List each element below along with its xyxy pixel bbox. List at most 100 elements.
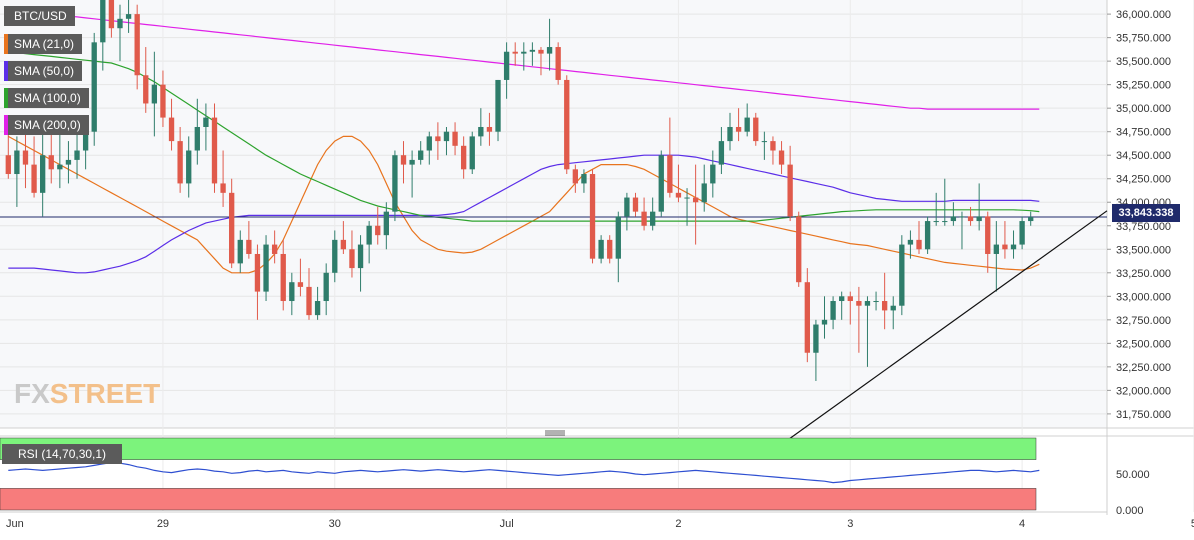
candle-body — [177, 141, 183, 184]
candle-body — [400, 155, 407, 165]
candle-body — [495, 79, 501, 132]
legend-sma50[interactable]: SMA (50,0) — [4, 61, 83, 81]
candle-body — [1019, 221, 1025, 245]
candle-body — [804, 282, 810, 353]
rsi-oversold-zone — [0, 488, 1037, 511]
rsi-overbought-zone — [0, 437, 1037, 460]
candle-body — [813, 324, 819, 353]
legend-sma21[interactable]: SMA (21,0) — [4, 34, 83, 54]
candle-body — [744, 117, 750, 132]
candle-body — [881, 301, 888, 311]
candle-body — [117, 18, 123, 29]
legend-sma200-label: SMA (200,0) — [8, 115, 89, 135]
candle-body — [246, 239, 252, 254]
candle-body — [469, 136, 475, 170]
candle-body — [237, 239, 243, 264]
candle-body — [48, 155, 54, 170]
candle-body — [91, 42, 97, 132]
candle-body — [280, 253, 286, 302]
candle-body — [864, 301, 871, 306]
rsi-line — [8, 461, 1040, 484]
candle-body — [125, 14, 132, 19]
time-tick-label: 29 — [157, 518, 169, 530]
candle-body — [460, 145, 467, 170]
candle-body — [787, 164, 793, 217]
candle-body — [933, 221, 939, 223]
candle-body — [143, 75, 149, 104]
candle-body — [229, 192, 235, 264]
candle-body — [607, 239, 613, 259]
price-tick-label: 34,500.000 — [1116, 150, 1171, 162]
candle-body — [168, 117, 175, 142]
price-tick-label: 35,250.000 — [1116, 80, 1171, 92]
price-tick-label: 31,750.000 — [1116, 409, 1171, 421]
candle-body — [443, 131, 450, 142]
candle-body — [203, 117, 209, 127]
price-tick-label: 32,250.000 — [1116, 362, 1171, 374]
candle-body — [658, 155, 664, 212]
candle-body — [615, 216, 621, 259]
candle-body — [486, 126, 493, 132]
price-tick-label: 33,750.000 — [1116, 221, 1171, 233]
candle-body — [546, 47, 553, 54]
legend-symbol[interactable]: BTC/USD — [4, 6, 75, 26]
trendline — [764, 210, 1108, 458]
time-tick-label: Jul — [500, 518, 514, 530]
candle-body — [452, 131, 458, 146]
sma-line — [8, 51, 1040, 222]
legend-sma200[interactable]: SMA (200,0) — [4, 115, 89, 135]
price-tick-label: 36,000.000 — [1116, 9, 1171, 21]
legend-symbol-label: BTC/USD — [8, 6, 75, 26]
candle-body — [357, 244, 364, 269]
candle-body — [512, 51, 518, 54]
pane-divider-handle[interactable] — [545, 430, 565, 436]
candle-body — [194, 126, 200, 151]
rsi-tick-label: 0.000 — [1116, 505, 1144, 517]
candle-body — [254, 253, 261, 292]
candle-body — [890, 305, 896, 311]
candle-body — [220, 183, 226, 193]
candle-body — [263, 244, 269, 292]
candle-body — [632, 197, 639, 212]
candle-body — [271, 244, 278, 254]
candle-body — [31, 164, 37, 193]
price-tick-label: 33,000.000 — [1116, 291, 1171, 303]
candle-body — [57, 164, 63, 170]
time-tick-label: 30 — [329, 518, 341, 530]
price-tick-label: 34,750.000 — [1116, 127, 1171, 139]
candle-body — [796, 216, 802, 283]
candle-body — [624, 197, 630, 217]
candle-body — [314, 301, 321, 316]
sma-line — [8, 135, 1040, 274]
rsi-legend[interactable]: RSI (14,70,30,1) — [2, 444, 123, 464]
candle-body — [916, 239, 922, 250]
last-price-tag: 33,843.338 — [1112, 204, 1180, 222]
candle-body — [692, 197, 699, 203]
candle-body — [418, 150, 424, 160]
candle-body — [529, 49, 536, 52]
legend-sma100[interactable]: SMA (100,0) — [4, 88, 89, 108]
candle-body — [1028, 217, 1034, 222]
candle-body — [667, 155, 673, 193]
logo-street: STREET — [49, 378, 161, 409]
time-tick-label: 5 — [1191, 518, 1194, 530]
candle-body — [589, 174, 596, 259]
candle-body — [924, 221, 931, 250]
legend-sma21-label: SMA (21,0) — [8, 34, 83, 54]
candle-body — [847, 296, 853, 302]
sma-line — [8, 154, 1040, 274]
candle-body — [753, 117, 759, 142]
candle-body — [598, 239, 604, 259]
time-tick-label: Jun — [6, 518, 24, 530]
candle-body — [710, 164, 716, 184]
price-tick-label: 32,500.000 — [1116, 338, 1171, 350]
price-tick-label: 35,000.000 — [1116, 103, 1171, 115]
rsi-tick-label: 50.000 — [1116, 469, 1150, 481]
candle-body — [821, 319, 828, 325]
candle-body — [856, 301, 862, 306]
candle-body — [993, 244, 1000, 254]
candle-body — [727, 126, 733, 142]
candle-body — [332, 239, 338, 273]
